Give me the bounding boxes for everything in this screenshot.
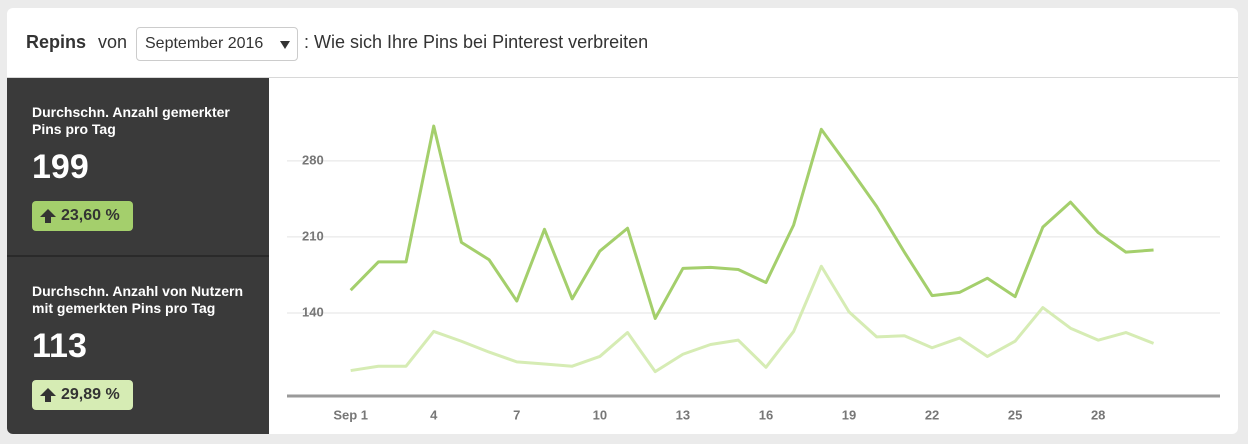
connector: von — [98, 32, 128, 52]
x-tick-label: 7 — [513, 407, 520, 422]
period: September 2016 — [145, 35, 264, 52]
stat: Durchschn. Anzahl von Nutzern mit gemerk… — [7, 255, 269, 434]
dropdown-arrow — [280, 41, 290, 49]
up-arrow — [40, 388, 56, 402]
period-dropdown[interactable]: September 2016 — [136, 27, 298, 61]
stats-panel: Durchschn. Anzahl gemerkter Pins pro Tag… — [7, 78, 269, 434]
stat-label: Durchschn. Anzahl gemerkter Pins pro Tag — [32, 104, 230, 137]
stat-change: 23,60 % — [32, 201, 133, 231]
stat-label: Durchschn. Anzahl von Nutzern mit gemerk… — [32, 283, 244, 316]
y-tick-label: 210 — [302, 228, 324, 243]
stat-change-text: 23,60 % — [61, 207, 120, 224]
stat-value: 199 — [32, 148, 89, 186]
card: Repins von September 2016 : Wie sich Ihr… — [7, 8, 1238, 434]
x-tick-label: 19 — [842, 407, 856, 422]
x-tick-label: 13 — [676, 407, 690, 422]
stat-change-text: 29,89 % — [61, 386, 120, 403]
x-tick-label: Sep 1 — [333, 407, 368, 422]
up-arrow — [40, 209, 56, 223]
data-line — [350, 264, 1155, 374]
title: Repins — [26, 32, 87, 52]
stat-value: 113 — [32, 327, 87, 365]
stat: Durchschn. Anzahl gemerkter Pins pro Tag… — [7, 78, 269, 255]
header: Repins von September 2016 : Wie sich Ihr… — [7, 8, 1238, 78]
x-tick-label: 4 — [430, 407, 438, 422]
x-tick-label: 25 — [1008, 407, 1022, 422]
x-tick-label: 16 — [759, 407, 773, 422]
subtitle: : Wie sich Ihre Pins bei Pinterest verbr… — [304, 32, 649, 52]
x-tick-label: 10 — [593, 407, 607, 422]
data-line — [349, 124, 1154, 320]
x-tick-label: 28 — [1091, 407, 1105, 422]
y-tick-label: 140 — [302, 304, 324, 319]
y-tick-label: 280 — [302, 152, 324, 167]
x-tick-label: 22 — [925, 407, 939, 422]
stat-change: 29,89 % — [32, 380, 133, 410]
